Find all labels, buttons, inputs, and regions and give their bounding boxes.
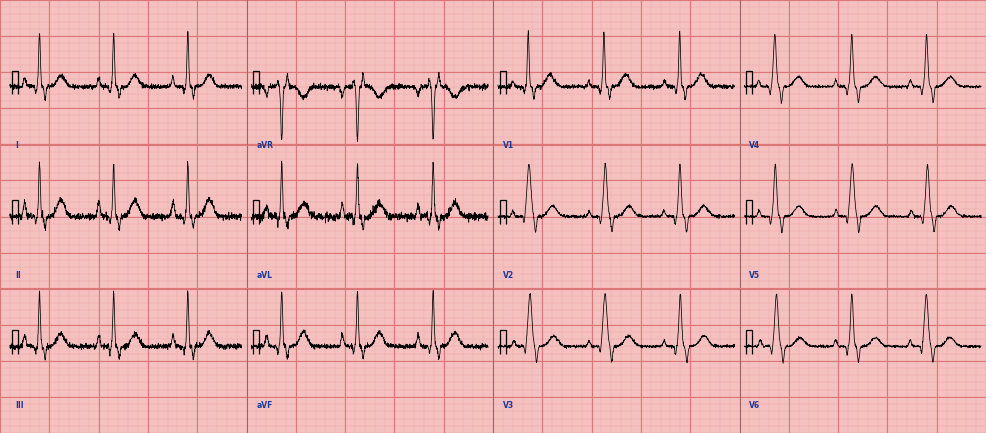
Text: III: III <box>15 401 24 410</box>
Text: V5: V5 <box>749 271 760 280</box>
Text: V3: V3 <box>503 401 514 410</box>
Text: V1: V1 <box>503 141 514 150</box>
Text: I: I <box>15 141 18 150</box>
Text: V2: V2 <box>503 271 514 280</box>
Text: II: II <box>15 271 21 280</box>
Text: aVL: aVL <box>256 271 272 280</box>
Text: aVF: aVF <box>256 401 273 410</box>
Text: V6: V6 <box>749 401 760 410</box>
Text: V4: V4 <box>749 141 760 150</box>
Text: aVR: aVR <box>256 141 273 150</box>
